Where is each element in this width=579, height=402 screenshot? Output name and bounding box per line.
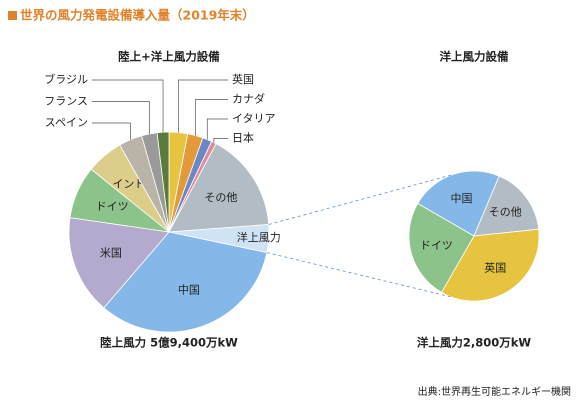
- pie-slice: [408, 202, 475, 293]
- slice-label: その他: [204, 191, 237, 204]
- leader-line: [206, 118, 228, 140]
- pie-slice: [440, 228, 540, 302]
- slice-label: 中国: [178, 284, 200, 297]
- slice-label: ドイツ: [96, 200, 129, 213]
- leader-line: [178, 79, 228, 133]
- slice-label: ブラジル: [44, 72, 88, 86]
- pie-slice: [168, 143, 270, 233]
- slice-label: 洋上風力: [237, 230, 281, 244]
- connector-line: [266, 252, 452, 298]
- source: 出典:世界再生可能エネルギー機関: [418, 385, 571, 398]
- slice-label: イタリア: [232, 112, 276, 125]
- slice-label: スペイン: [45, 116, 88, 129]
- leader-line: [92, 122, 131, 140]
- slice-label: インド: [112, 178, 145, 191]
- pie-caption: 陸上風力 5億9,400万kW: [100, 336, 238, 350]
- slice-label: 英国: [232, 72, 254, 86]
- leader-line: [213, 138, 228, 143]
- slice-label: ドイツ: [420, 239, 453, 252]
- pie-slice: [68, 217, 170, 309]
- pie-slice: [473, 175, 540, 237]
- slice-label: フランス: [44, 95, 88, 108]
- slice-label: その他: [489, 206, 522, 219]
- leader-line: [195, 99, 228, 136]
- slice-label: 英国: [484, 261, 506, 275]
- slice-label: カナダ: [232, 92, 265, 106]
- pie-title: 洋上風力設備: [440, 50, 509, 64]
- slice-label: 米国: [100, 247, 122, 260]
- pie-slice: [103, 231, 268, 333]
- pie-caption: 洋上風力2,800万kW: [417, 336, 532, 350]
- title-marker: [8, 11, 17, 20]
- leader-line: [92, 79, 164, 133]
- slice-label: 日本: [232, 131, 254, 145]
- leader-line: [92, 101, 150, 134]
- connector-line: [268, 174, 452, 225]
- pie-slice: [156, 131, 170, 233]
- pie-slice: [417, 170, 500, 237]
- slice-label: 中国: [451, 192, 473, 205]
- page-title: 世界の風力発電設備導入量（2019年末）: [20, 8, 255, 23]
- pie-title: 陸上+洋上風力設備: [118, 50, 220, 64]
